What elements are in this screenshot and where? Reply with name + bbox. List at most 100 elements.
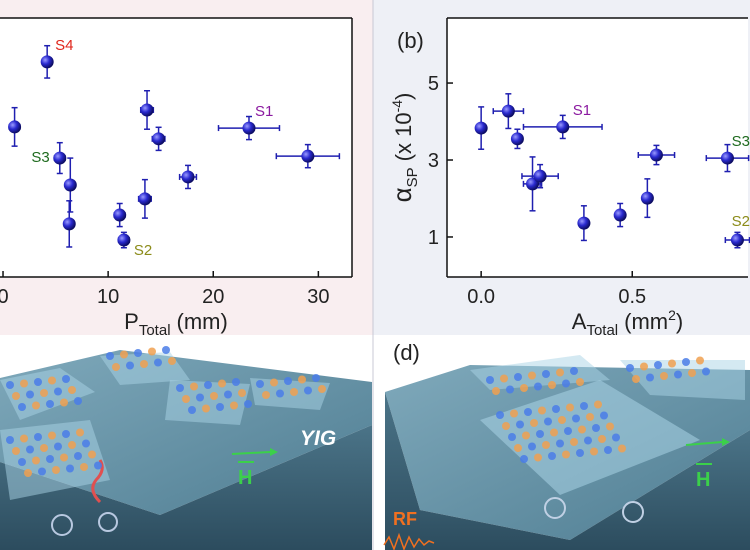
atom (40, 444, 48, 452)
field-arrow (231, 451, 271, 455)
atom (594, 400, 602, 409)
point (113, 208, 127, 222)
atom (556, 439, 564, 448)
atom (520, 455, 528, 463)
x-tick-label: 0 (0, 286, 9, 308)
atom (154, 358, 162, 367)
atom (32, 456, 40, 465)
atom (46, 400, 54, 408)
point-label: S4 (55, 37, 73, 54)
atom (284, 377, 292, 385)
axis-label: αSP (x 10-4) (387, 93, 421, 203)
atom (12, 447, 20, 455)
atom (232, 378, 240, 386)
atom (270, 378, 278, 387)
atom (60, 398, 68, 407)
atom (558, 416, 566, 424)
atom (52, 466, 60, 474)
point (730, 233, 744, 247)
atom (262, 391, 270, 399)
atom (230, 401, 238, 410)
atom (204, 381, 212, 389)
atom (26, 445, 34, 454)
atom (592, 424, 600, 432)
point-label: S1 (255, 103, 273, 120)
atom (244, 400, 252, 408)
point (533, 169, 547, 183)
atom (562, 379, 570, 388)
atom (74, 452, 82, 460)
point (140, 103, 154, 117)
atom (148, 347, 156, 356)
atom (536, 430, 544, 438)
point (640, 191, 654, 205)
atom (506, 385, 514, 394)
atom (486, 376, 494, 384)
atom (298, 375, 306, 384)
atom (94, 461, 102, 470)
atom (646, 373, 654, 382)
atom (548, 381, 556, 389)
point (720, 151, 734, 165)
atom (542, 370, 550, 378)
atom (590, 447, 598, 456)
point-label: S2 (732, 213, 750, 230)
atom (238, 389, 246, 397)
atom (48, 431, 56, 440)
point (242, 121, 256, 135)
atom (48, 376, 56, 385)
atom (62, 375, 70, 383)
atom (528, 442, 536, 451)
atom (556, 368, 564, 377)
point (613, 208, 627, 222)
atom (600, 411, 608, 420)
axis-superscript: -4 (389, 100, 405, 113)
atom (528, 371, 536, 380)
atom (140, 360, 148, 368)
axis-label: ATotal (mm2) (572, 307, 683, 339)
atom (530, 419, 538, 427)
atom (54, 387, 62, 396)
atom (578, 425, 586, 434)
atom (514, 444, 522, 452)
point-label: S3 (732, 133, 750, 150)
atom (188, 406, 196, 414)
field-arrowhead (270, 448, 278, 456)
atom (224, 390, 232, 399)
atom (68, 441, 76, 449)
atom (82, 439, 90, 448)
atom (66, 464, 74, 473)
field-arrowhead (722, 438, 730, 446)
plot-area (447, 18, 748, 277)
point-label: S1 (573, 102, 591, 119)
atom (54, 442, 62, 451)
atom (126, 361, 134, 370)
point (181, 170, 195, 184)
point (510, 132, 524, 146)
atom (654, 361, 662, 369)
atom (534, 382, 542, 391)
axis-unit: (mm (624, 309, 668, 334)
x-tick-label: 30 (307, 286, 329, 308)
point (301, 149, 315, 163)
spin-wave (91, 459, 104, 504)
point (556, 120, 570, 134)
atom (668, 359, 676, 368)
atom (544, 417, 552, 426)
atom (304, 386, 312, 395)
atom (520, 384, 528, 392)
atom (18, 403, 26, 411)
y-tick-label: 1 (428, 227, 439, 249)
atom (612, 433, 620, 442)
atom (190, 382, 198, 391)
atom (312, 374, 320, 382)
atom (80, 463, 88, 471)
point-label: S2 (134, 242, 152, 259)
atom (34, 433, 42, 441)
point (152, 132, 166, 146)
atom (606, 422, 614, 431)
atom (218, 379, 226, 388)
atom (182, 395, 190, 403)
atom (566, 403, 574, 412)
